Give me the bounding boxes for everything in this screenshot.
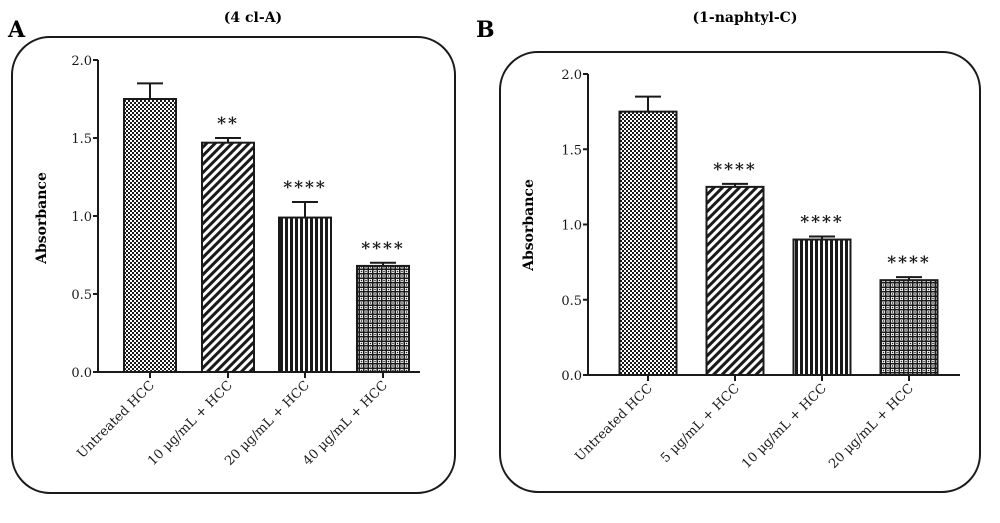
panel-a: A (4 cl-A) Absorbance 0.0 0.5 1.0 1.5 2.0 **… <box>7 10 456 494</box>
y-tick-label: 1.0 <box>561 219 582 234</box>
panel-frame <box>11 36 456 494</box>
y-tick-label: 1.0 <box>71 210 92 225</box>
bar <box>278 216 332 373</box>
bar <box>123 98 177 373</box>
chart-title: (1-naphtyl-C) <box>693 10 798 26</box>
significance-label: **** <box>713 160 757 180</box>
bars: ********** <box>123 82 410 374</box>
y-tick-label: 0.0 <box>561 369 582 384</box>
y-tick-label: 2.0 <box>561 68 582 83</box>
y-tick-label: 1.5 <box>71 132 92 147</box>
y-tick-label: 0.0 <box>71 366 92 381</box>
panel-frame <box>499 51 981 493</box>
panel-label: B <box>476 17 495 43</box>
y-tick-label: 1.5 <box>561 143 582 158</box>
bar <box>705 185 765 376</box>
x-tick-label: 40 μg/mL + HCC <box>300 378 391 469</box>
y-axis-label: Absorbance <box>34 172 50 265</box>
x-tick-label: Untreated HCC <box>75 378 158 461</box>
bar <box>356 264 410 374</box>
significance-label: ** <box>217 114 239 134</box>
chart-title: (4 cl-A) <box>224 10 282 26</box>
bar <box>879 279 939 376</box>
panel-b: B (1-naphtyl-C) Absorbance 0.0 0.5 1.0 1.5 2… <box>476 10 981 493</box>
x-tick-label: Untreated HCC <box>573 381 656 464</box>
significance-label: **** <box>361 239 405 259</box>
bars: **** **** **** <box>618 95 939 376</box>
bar <box>792 238 852 376</box>
bar <box>618 110 678 376</box>
y-tick-label: 0.5 <box>561 294 582 309</box>
significance-label: **** <box>887 253 931 273</box>
significance-label: **** <box>283 178 327 198</box>
x-tick-label: 10 μg/mL + HCC <box>739 381 830 472</box>
panel-label: A <box>7 17 26 43</box>
x-tick-label: 20 μg/mL + HCC <box>222 378 313 469</box>
y-axis-label: Absorbance <box>521 179 537 272</box>
significance-label: **** <box>800 213 844 233</box>
y-tick-label: 2.0 <box>71 54 92 69</box>
bar <box>201 141 255 373</box>
y-tick-label: 0.5 <box>71 288 92 303</box>
x-tick-label: 5 μg/mL + HCC <box>658 381 743 466</box>
x-tick-label: 20 μg/mL + HCC <box>826 381 917 472</box>
x-tick-label: 10 μg/mL + HCC <box>145 378 236 469</box>
